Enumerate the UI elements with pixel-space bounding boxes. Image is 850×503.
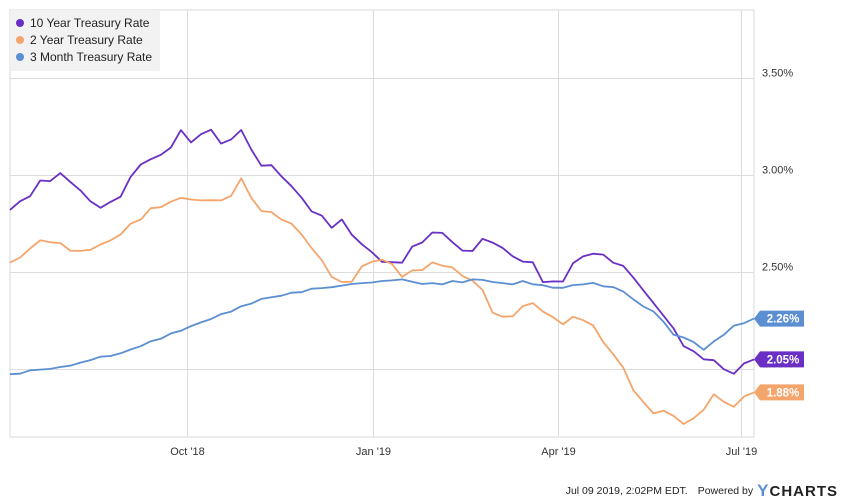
end-label-1: 1.88% (754, 384, 804, 401)
x-tick-label: Jan '19 (356, 446, 391, 458)
end-label-0: 2.05% (754, 351, 804, 368)
legend-label-3m: 3 Month Treasury Rate (30, 49, 153, 64)
end-label-badge (754, 384, 804, 401)
y-tick-label: 3.50% (762, 68, 793, 80)
end-label-text: 2.05% (767, 354, 800, 366)
footer-powered-by: Powered by (697, 485, 754, 497)
legend-label-10y: 10 Year Treasury Rate (30, 15, 150, 30)
end-label-2: 2.26% (754, 310, 804, 327)
footer: Jul 09 2019, 2:02PM EDT. Powered by YCHA… (566, 481, 838, 501)
legend-dot-10y (16, 18, 24, 27)
x-tick-label: Jul '19 (726, 446, 757, 458)
x-tick-label: Apr '19 (541, 446, 576, 458)
series-line-2 (9, 278, 755, 376)
x-tick-label: Oct '18 (170, 446, 205, 458)
ycharts-logo[interactable]: YCHARTS (757, 481, 838, 501)
x-axis: Oct '18 Jan '19 Apr '19 Jul '19 (170, 446, 757, 458)
y-tick-label: 3.00% (762, 165, 793, 177)
plot-frame (9, 9, 755, 438)
series-line-1 (9, 177, 755, 425)
grid-lines (9, 9, 755, 438)
end-label-badge (754, 310, 804, 327)
end-label-badge (754, 351, 804, 368)
series-lines (9, 128, 755, 425)
legend: 10 Year Treasury Rate 2 Year Treasury Ra… (10, 10, 161, 71)
legend-item-2y[interactable]: 2 Year Treasury Rate (16, 31, 152, 48)
end-label-text: 1.88% (767, 387, 800, 399)
end-labels: 2.05% 1.88% 2.26% (754, 310, 804, 401)
series-line-0 (9, 128, 755, 375)
legend-dot-3m (16, 52, 24, 61)
legend-item-3m[interactable]: 3 Month Treasury Rate (16, 48, 152, 65)
legend-dot-2y (16, 35, 24, 44)
legend-item-10y[interactable]: 10 Year Treasury Rate (16, 14, 152, 31)
y-tick-label: 2.50% (762, 262, 793, 274)
footer-timestamp: Jul 09 2019, 2:02PM EDT. (565, 485, 688, 497)
legend-label-2y: 2 Year Treasury Rate (30, 32, 143, 47)
end-label-text: 2.26% (767, 314, 800, 326)
ycharts-logo-text: CHARTS (769, 483, 838, 500)
ycharts-logo-y: Y (757, 481, 770, 500)
